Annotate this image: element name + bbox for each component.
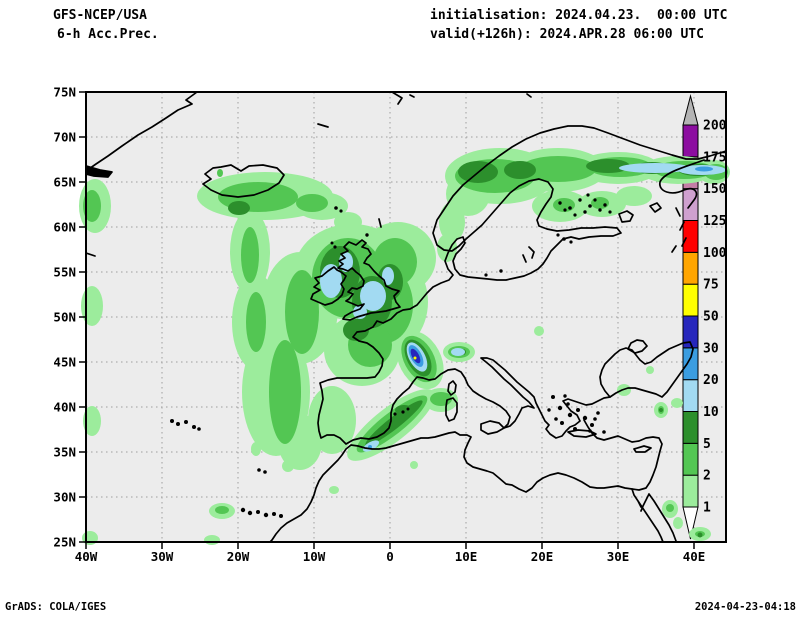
- colorbar-level-200: 200: [703, 119, 727, 134]
- lon-label-40E: 40E: [683, 549, 706, 564]
- model-title: GFS-NCEP/USA: [53, 8, 147, 23]
- product-title: 6-h Acc.Prec.: [57, 27, 159, 42]
- colorbar-segment-2: [682, 442, 699, 476]
- colorbar-level-50: 50: [703, 310, 719, 325]
- coast-red-sea: [631, 488, 677, 543]
- colorbar-level-150: 150: [703, 182, 727, 197]
- coast-black-sea: [599, 341, 694, 398]
- colorbar-segment-50: [682, 283, 699, 317]
- creation-timestamp: 2024-04-23-04:18: [694, 601, 796, 613]
- lat-label-60N: 60N: [53, 220, 76, 235]
- jan-mayen: [317, 123, 329, 128]
- lat-label-50N: 50N: [53, 310, 76, 325]
- colorbar-segment-175: [682, 124, 699, 158]
- valid-time: valid(+126h): 2024.APR.28 06:00 UTC: [430, 27, 704, 42]
- colorbar-overflow-arrow: [682, 94, 699, 126]
- coast-corsica: [447, 380, 457, 396]
- lake-onega: [649, 202, 662, 213]
- colorbar-underflow-arrow: [682, 506, 699, 540]
- lon-label-30W: 30W: [151, 549, 174, 564]
- colorbar-level-175: 175: [703, 150, 726, 165]
- colorbar-segment-10: [682, 379, 699, 412]
- small-islands: [170, 193, 612, 518]
- colorbar-segment-20: [682, 347, 699, 381]
- colorbar-level-5: 5: [703, 437, 711, 452]
- colorbar-level-2: 2: [703, 469, 711, 484]
- coast-ireland: [310, 266, 347, 306]
- init-time: initialisation: 2024.04.23. 00:00 UTC: [430, 8, 728, 23]
- lat-label-65N: 65N: [53, 175, 76, 190]
- lon-label-10W: 10W: [303, 549, 326, 564]
- precip-level-30: [410, 348, 421, 364]
- coast-africa-levant: [269, 419, 663, 543]
- lon-label-20E: 20E: [531, 549, 554, 564]
- colorbar-segment-1: [682, 474, 699, 508]
- colorbar-level-30: 30: [703, 341, 719, 356]
- lat-label-40N: 40N: [53, 400, 76, 415]
- coast-scandinavia-baltic: [317, 125, 727, 445]
- lon-label-40W: 40W: [75, 549, 98, 564]
- lat-label-55N: 55N: [53, 265, 76, 280]
- coast-cyprus: [633, 445, 652, 453]
- coast-sardinia: [445, 397, 458, 422]
- precipitation-shading: [79, 148, 730, 545]
- precip-level-50: [413, 356, 417, 360]
- colorbar-level-10: 10: [703, 405, 719, 420]
- colorbar-level-1: 1: [703, 501, 711, 516]
- lat-label-35N: 35N: [53, 445, 76, 460]
- grads-credit: GrADS: COLA/IGES: [5, 601, 107, 613]
- colorbar-level-20: 20: [703, 373, 719, 388]
- coast-sicily: [480, 420, 505, 435]
- lon-label-10E: 10E: [455, 549, 478, 564]
- coast-white-sea: [659, 159, 705, 209]
- colorbar-level-125: 125: [703, 214, 726, 229]
- axis-ticks: [79, 91, 695, 549]
- coast-great-britain: [337, 239, 401, 321]
- lat-label-30N: 30N: [53, 490, 76, 505]
- lake-ladoga: [618, 210, 634, 223]
- colorbar-segment-5: [682, 411, 699, 444]
- lat-label-70N: 70N: [53, 130, 76, 145]
- lat-label-45N: 45N: [53, 355, 76, 370]
- coast-crimea: [627, 339, 648, 354]
- lon-label-20W: 20W: [227, 549, 250, 564]
- lat-label-25N: 25N: [53, 535, 76, 550]
- coast-greenland: [85, 91, 198, 172]
- colorbar-level-100: 100: [703, 246, 727, 261]
- colorbar-level-75: 75: [703, 278, 719, 293]
- colorbar: [682, 94, 699, 540]
- lon-label-0: 0: [386, 549, 394, 564]
- coast-crete: [567, 429, 597, 438]
- lat-label-75N: 75N: [53, 85, 76, 100]
- colorbar-segment-75: [682, 251, 699, 285]
- colorbar-segment-100: [682, 220, 699, 253]
- lon-label-30E: 30E: [607, 549, 630, 564]
- coast-iceland: [202, 164, 285, 198]
